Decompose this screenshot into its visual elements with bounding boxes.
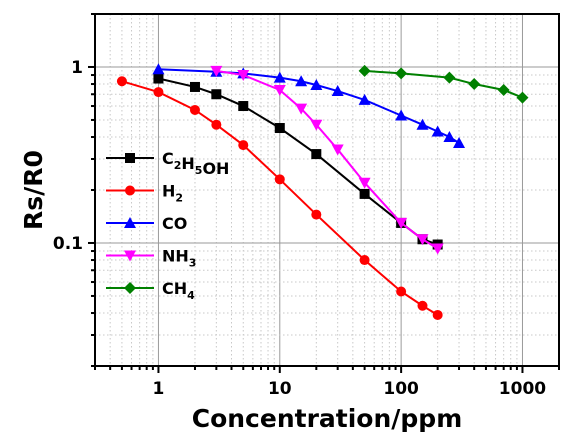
data-point: [274, 123, 285, 134]
ticks: 1 10 100 1000 1 0.1: [53, 13, 560, 399]
data-point: [211, 119, 222, 130]
data-point: [468, 78, 481, 91]
y-tick-label: 1: [71, 58, 83, 78]
data-point: [431, 125, 444, 137]
data-point: [331, 144, 344, 156]
x-tick-label: 1: [153, 379, 165, 399]
data-point: [310, 78, 323, 90]
data-point: [359, 255, 370, 266]
data-point: [311, 149, 322, 160]
legend: C2H5OH H2 CO NH3 CH4: [106, 149, 229, 302]
series-layer: [116, 63, 529, 320]
series-ch4: [358, 64, 529, 104]
data-point: [431, 243, 444, 255]
x-axis-title: Concentration/ppm: [192, 404, 463, 433]
data-point: [358, 177, 371, 189]
data-point: [358, 93, 371, 105]
series-line: [216, 69, 439, 250]
legend-marker: [125, 185, 135, 196]
data-point: [273, 84, 286, 96]
data-point: [189, 81, 200, 92]
x-tick-label: 100: [383, 379, 419, 399]
data-point: [443, 71, 456, 84]
x-tick-label: 10: [268, 379, 292, 399]
legend-entry: CO: [106, 214, 187, 233]
data-point: [416, 234, 429, 246]
data-point: [295, 103, 308, 115]
legend-entry: H2: [106, 182, 183, 205]
legend-label: NH3: [162, 247, 196, 270]
legend-entry: CH4: [106, 279, 195, 302]
data-point: [295, 75, 308, 87]
data-point: [238, 101, 249, 112]
data-point: [395, 109, 408, 121]
data-point: [358, 64, 371, 77]
data-point: [396, 286, 407, 297]
data-point: [116, 76, 127, 87]
data-point: [238, 140, 249, 151]
legend-label: CH4: [162, 279, 195, 302]
legend-entry: C2H5OH: [106, 149, 229, 178]
y-axis-title: Rs/R0: [19, 150, 48, 230]
data-point: [152, 63, 165, 75]
legend-marker: [124, 250, 136, 262]
data-point: [274, 174, 285, 185]
data-point: [237, 70, 250, 82]
data-point: [443, 131, 456, 143]
data-point: [273, 71, 286, 83]
data-point: [331, 85, 344, 97]
data-point: [189, 104, 200, 115]
data-point: [153, 73, 164, 84]
data-point: [359, 188, 370, 199]
data-point: [453, 136, 466, 148]
data-point: [516, 91, 529, 104]
legend-marker: [124, 282, 136, 294]
data-point: [153, 87, 164, 98]
series-h2: [116, 76, 443, 320]
data-point: [432, 309, 443, 320]
data-point: [395, 217, 408, 229]
legend-label: C2H5OH: [162, 149, 229, 178]
legend-label: CO: [162, 214, 187, 233]
data-point: [311, 209, 322, 220]
legend-marker: [125, 153, 135, 163]
data-point: [310, 119, 323, 131]
data-point: [211, 89, 222, 100]
x-tick-label: 1000: [499, 379, 546, 399]
legend-entry: NH3: [106, 247, 196, 270]
y-tick-label: 0.1: [53, 234, 83, 254]
data-point: [416, 118, 429, 130]
legend-label: H2: [162, 182, 183, 205]
data-point: [395, 67, 408, 80]
data-point: [497, 83, 510, 96]
legend-marker: [124, 217, 136, 228]
series-nh3: [210, 65, 444, 255]
data-point: [417, 300, 428, 311]
series-co: [152, 63, 466, 148]
data-point: [210, 65, 223, 77]
